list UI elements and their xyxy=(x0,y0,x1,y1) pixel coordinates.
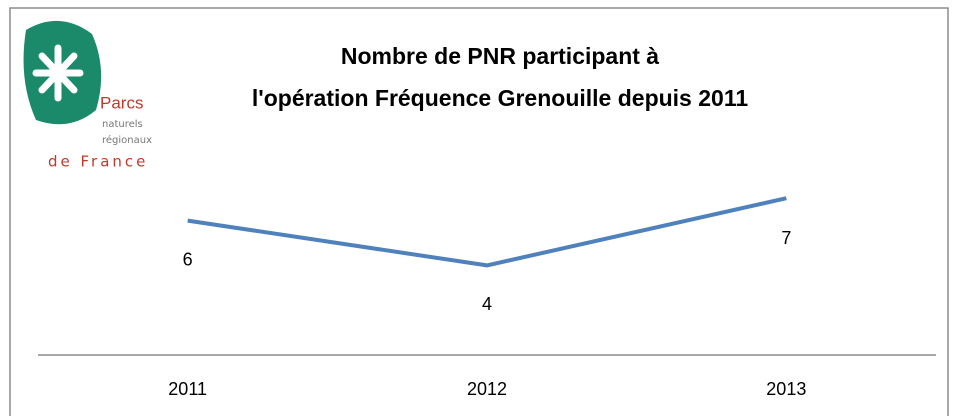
logo-text: naturels xyxy=(102,119,143,130)
chart-title: l'opération Fréquence Grenouille depuis … xyxy=(252,85,748,111)
x-tick-label: 2011 xyxy=(168,379,207,399)
line xyxy=(187,196,787,268)
chart-frame xyxy=(9,7,949,416)
logo-text: régionaux xyxy=(102,134,152,146)
data-label: 4 xyxy=(482,294,492,314)
data-label: 7 xyxy=(781,228,791,248)
data-label: 6 xyxy=(183,249,193,269)
logo-text: Parcs xyxy=(100,93,143,112)
x-tick-label: 2012 xyxy=(467,379,507,399)
logo-star xyxy=(32,44,84,102)
logo-text: de France xyxy=(48,153,148,171)
logo xyxy=(23,20,102,125)
x-tick-label: 2013 xyxy=(766,379,806,399)
chart-title: Nombre de PNR participant à xyxy=(341,43,659,69)
